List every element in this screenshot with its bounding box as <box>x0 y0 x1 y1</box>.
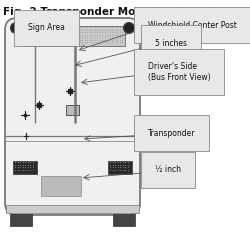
Bar <box>20 26 125 46</box>
Bar <box>108 161 132 174</box>
Bar <box>6 205 139 213</box>
Text: Windshield Center Post: Windshield Center Post <box>148 21 237 30</box>
Text: ½ inch: ½ inch <box>155 165 181 175</box>
Text: 5 inches: 5 inches <box>155 38 187 48</box>
Bar <box>41 176 81 196</box>
Circle shape <box>10 23 22 34</box>
Text: Fig.-2 Transponder Mounting Location: Fig.-2 Transponder Mounting Location <box>3 7 228 17</box>
FancyBboxPatch shape <box>5 18 140 215</box>
Bar <box>10 214 32 226</box>
Bar <box>13 161 37 174</box>
Text: Sign Area: Sign Area <box>28 24 65 32</box>
Text: Transponder: Transponder <box>148 129 196 137</box>
Circle shape <box>124 23 134 34</box>
Text: Driver’s Side
(Bus Front View): Driver’s Side (Bus Front View) <box>148 62 210 82</box>
Bar <box>66 105 79 115</box>
Bar <box>113 214 135 226</box>
